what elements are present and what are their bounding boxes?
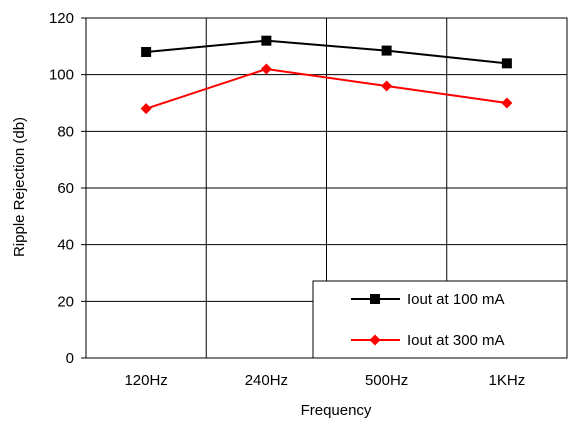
legend-label: Iout at 100 mA	[407, 291, 505, 308]
y-tick-label: 0	[66, 350, 74, 367]
x-tick-label: 1KHz	[489, 372, 526, 389]
x-tick-label: 500Hz	[365, 372, 408, 389]
series-line	[145, 67, 508, 110]
grid	[86, 18, 567, 358]
legend-entry: Iout at 300 mA	[351, 332, 505, 349]
x-tick-label: 240Hz	[245, 372, 288, 389]
legend-entry: Iout at 100 mA	[351, 291, 505, 308]
legend-box	[312, 280, 568, 359]
y-tick-label: 20	[57, 293, 74, 310]
legend-marker	[369, 334, 381, 346]
y-tick-label: 120	[49, 10, 74, 27]
legend: Iout at 100 mA Iout at 300 mA	[312, 280, 568, 359]
data-point	[140, 103, 152, 115]
data-point	[381, 45, 392, 56]
y-tick-label: 80	[57, 123, 74, 140]
x-axis-title: Frequency	[301, 402, 372, 419]
y-tick-label: 60	[57, 180, 74, 197]
tick-labels: 0 20 40 60 80 100 120 120Hz 240Hz 500Hz 1KHz	[49, 10, 525, 389]
series-1	[141, 35, 512, 69]
x-tick-label: 120Hz	[124, 372, 167, 389]
y-axis-title: Ripple Rejection (db)	[11, 117, 28, 257]
y-tick-label: 40	[57, 237, 74, 254]
series-2	[140, 63, 513, 115]
series-line	[146, 39, 507, 65]
series-lines	[140, 35, 513, 115]
data-point	[260, 63, 272, 75]
data-point	[261, 35, 272, 46]
data-point	[381, 80, 393, 92]
data-point	[501, 97, 513, 109]
legend-items: Iout at 100 mA Iout at 300 mA	[351, 291, 505, 349]
data-point	[141, 47, 152, 57]
legend-label: Iout at 300 mA	[407, 332, 505, 349]
y-tick-label: 100	[49, 67, 74, 84]
legend-marker	[370, 294, 380, 304]
data-point	[501, 58, 512, 69]
